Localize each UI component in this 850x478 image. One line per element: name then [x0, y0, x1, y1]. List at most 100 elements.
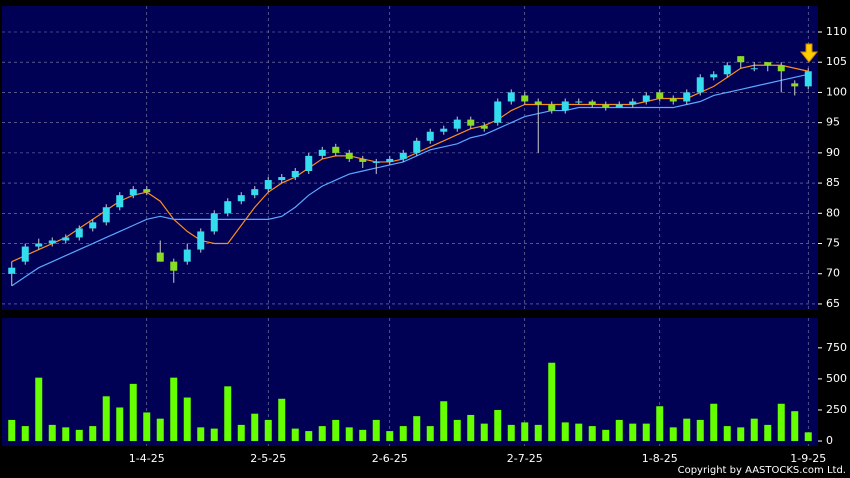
volume-panel — [2, 318, 818, 446]
volume-bar — [440, 401, 448, 442]
volume-bar — [507, 424, 515, 442]
candle-body — [710, 74, 718, 78]
volume-bar — [35, 377, 43, 442]
candle-body — [426, 131, 434, 141]
volume-bar — [426, 426, 434, 442]
x-tick-label: 2-6-25 — [372, 452, 408, 465]
x-tick-label: 1-4-25 — [129, 452, 165, 465]
volume-tick-label: 0 — [826, 434, 833, 447]
candle-body — [197, 231, 205, 250]
y-tick-label: 95 — [826, 116, 840, 129]
volume-bar — [170, 377, 178, 442]
y-tick-label: 110 — [826, 25, 847, 38]
volume-bar — [278, 398, 286, 442]
candle-body — [332, 146, 340, 153]
candle-body — [561, 101, 569, 111]
candle-body — [8, 267, 16, 274]
volume-bar — [305, 431, 313, 442]
volume-bar — [669, 427, 677, 442]
volume-bar — [143, 412, 151, 442]
volume-bar — [710, 403, 718, 442]
volume-bar — [237, 424, 245, 442]
volume-bar — [62, 427, 70, 442]
candle-body — [75, 228, 83, 238]
volume-bar — [129, 383, 137, 442]
candle-body — [467, 119, 475, 126]
volume-bar — [197, 427, 205, 442]
y-tick-label: 90 — [826, 146, 840, 159]
y-tick-label: 80 — [826, 206, 840, 219]
volume-bar — [561, 422, 569, 442]
candle-body — [264, 180, 272, 190]
candle-body — [602, 104, 610, 108]
candle-body — [170, 261, 178, 271]
candle-body — [372, 161, 380, 163]
candle-body — [683, 92, 691, 102]
candle-body — [764, 62, 772, 66]
price-panel — [2, 6, 818, 310]
y-tick-label: 65 — [826, 297, 840, 310]
volume-tick-label: 250 — [826, 403, 847, 416]
candle-body — [183, 249, 191, 262]
candle-body — [480, 125, 488, 129]
volume-bar — [102, 396, 110, 442]
candle-body — [359, 158, 367, 162]
candle-body — [656, 92, 664, 99]
candle-body — [156, 252, 164, 262]
y-tick-label: 105 — [826, 55, 847, 68]
volume-bar — [291, 428, 299, 442]
candle-body — [278, 177, 286, 181]
volume-bar — [534, 424, 542, 442]
volume-bar — [723, 426, 731, 442]
candle-body — [210, 213, 218, 232]
volume-bar — [750, 418, 758, 442]
volume-bar — [453, 419, 461, 442]
y-tick-label: 70 — [826, 267, 840, 280]
candle-body — [345, 152, 353, 159]
candle-body — [791, 83, 799, 87]
volume-bar — [183, 397, 191, 442]
volume-tick-label: 750 — [826, 341, 847, 354]
volume-bar — [467, 414, 475, 442]
volume-bar — [696, 419, 704, 442]
candle-body — [723, 65, 731, 75]
candle-body — [588, 101, 596, 105]
candle-body — [750, 68, 758, 70]
y-tick-label: 75 — [826, 237, 840, 250]
candle-body — [237, 195, 245, 202]
candle-body — [251, 189, 259, 196]
volume-bar — [89, 426, 97, 442]
y-tick-label: 100 — [826, 85, 847, 98]
candle-body — [804, 71, 812, 87]
volume-bar — [764, 424, 772, 442]
moving-average — [11, 73, 809, 287]
candle-body — [615, 104, 623, 108]
x-tick-label: 2-7-25 — [507, 452, 543, 465]
volume-bar — [413, 416, 421, 442]
x-tick-label: 1-9-25 — [790, 452, 826, 465]
volume-bar — [494, 409, 502, 442]
volume-bar — [588, 426, 596, 442]
volume-bar — [75, 429, 83, 442]
volume-bar — [8, 419, 16, 442]
candle-body — [116, 195, 124, 208]
candle-body — [386, 158, 394, 162]
volume-tick-label: 500 — [826, 372, 847, 385]
candle-body — [507, 92, 515, 102]
volume-bar — [210, 428, 218, 442]
volume-bar — [656, 406, 664, 442]
candle-body — [129, 189, 137, 196]
candle-body — [89, 222, 97, 229]
candle-body — [737, 56, 745, 63]
volume-bar — [642, 423, 650, 442]
volume-bar — [777, 403, 785, 442]
volume-bar — [602, 429, 610, 442]
candle-body — [305, 155, 313, 171]
volume-bar — [332, 419, 340, 442]
volume-bar — [548, 362, 556, 442]
volume-bar — [575, 423, 583, 442]
volume-bar — [629, 423, 637, 442]
volume-bar — [804, 432, 812, 442]
volume-bar — [683, 418, 691, 442]
